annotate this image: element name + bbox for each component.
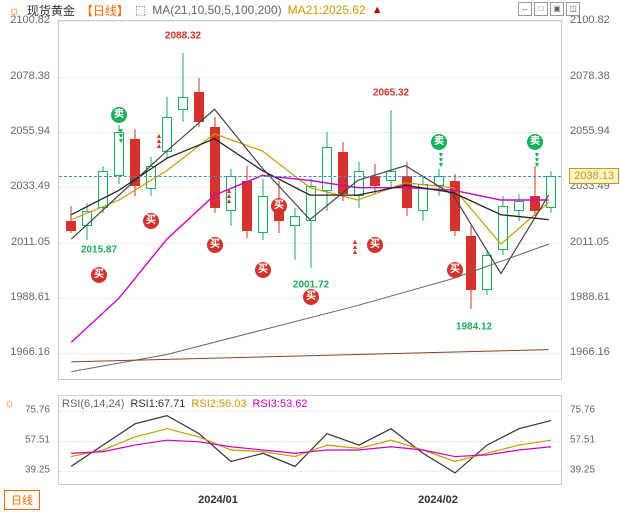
rsi-yaxis-right: 75.7657.5139.25	[566, 395, 620, 485]
timeframe-label: 【日线】	[81, 2, 129, 19]
rsi-yaxis-left: 75.7657.5139.25	[0, 395, 54, 485]
yaxis-left: 2100.822078.382055.942033.492011.051988.…	[0, 20, 54, 380]
hbtn-0[interactable]: ↔	[518, 2, 532, 16]
ma-params: MA(21,10,50,5,100,200)	[152, 3, 281, 17]
ma21-value: MA21:2025.62	[288, 3, 366, 17]
xaxis-label-0: 2024/01	[198, 494, 238, 506]
up-arrow-icon: ▲	[372, 4, 383, 16]
ma-icon: ⬚	[135, 3, 146, 17]
yaxis-right: 2100.822078.382055.942033.492011.051988.…	[566, 20, 620, 380]
candlestick-chart[interactable]: 2038.132088.322015.872001.722065.321984.…	[58, 20, 562, 380]
footer: 日线 2024/01 2024/02	[0, 490, 620, 510]
rsi-chart[interactable]	[58, 395, 562, 485]
timeframe-tab[interactable]: 日线	[4, 490, 40, 510]
hbtn-2[interactable]: ▣	[550, 2, 564, 16]
hbtn-1[interactable]: □	[534, 2, 548, 16]
xaxis-label-1: 2024/02	[418, 494, 458, 506]
